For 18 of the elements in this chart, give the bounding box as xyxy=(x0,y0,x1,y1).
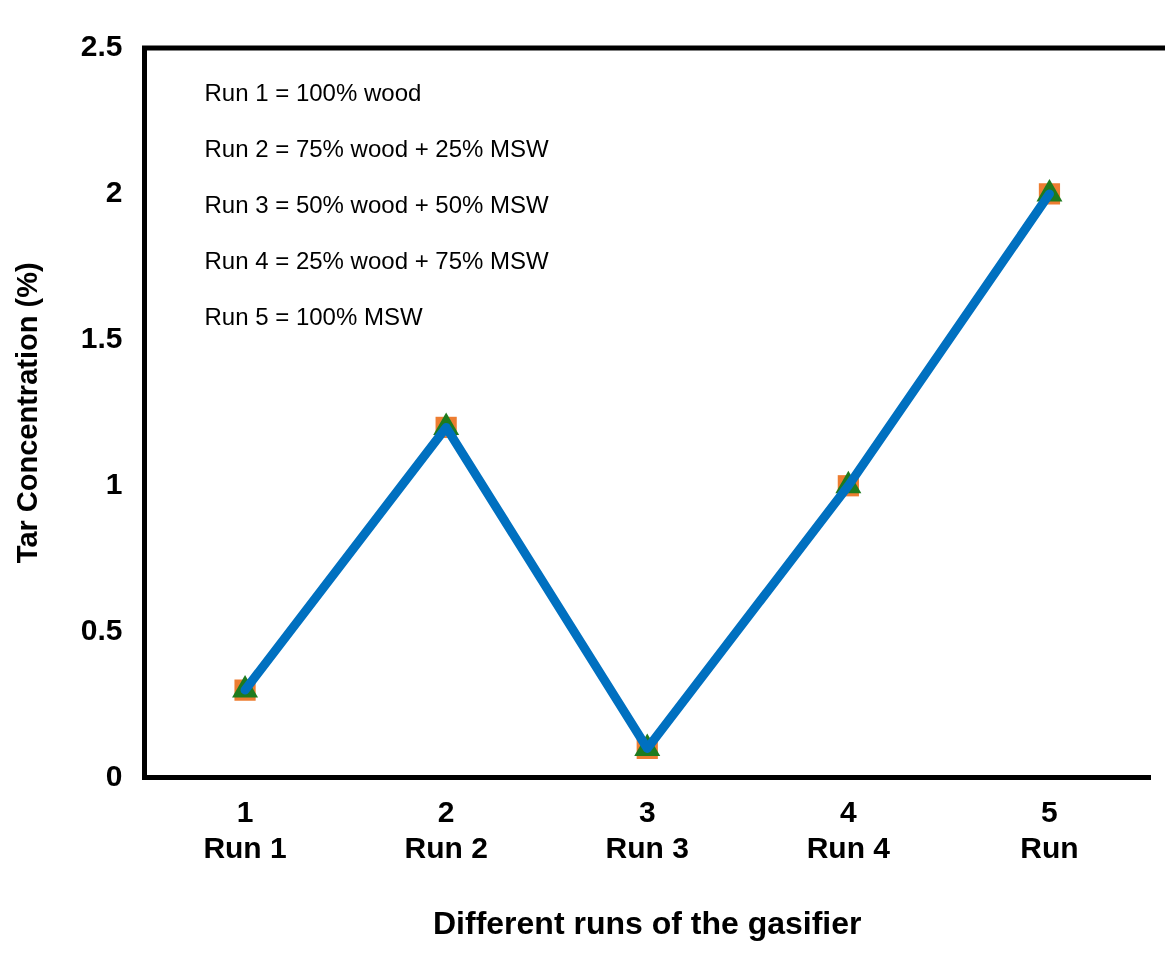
y-tick-label: 0 xyxy=(105,758,123,792)
x-tick-label: 1 Run 1 xyxy=(203,794,287,864)
y-axis-title: Tar Concentration (%) xyxy=(11,262,44,564)
y-tick-label: 2 xyxy=(105,175,123,209)
y-tick-label: 1.5 xyxy=(80,321,123,355)
annotation: Run 2 = 75% wood + 25% MSW xyxy=(204,134,550,162)
annotation: Run 1 = 100% wood xyxy=(204,78,422,106)
annotation: Run 5 = 100% MSW xyxy=(204,302,423,330)
x-tick-label: 5 Run xyxy=(1020,794,1079,864)
annotation: Run 3 = 50% wood + 50% MSW xyxy=(204,190,550,218)
x-axis-title: Different runs of the gasifier xyxy=(433,904,862,941)
y-tick-label: 0.5 xyxy=(80,612,123,646)
x-tick-label: 4 Run 4 xyxy=(806,794,891,864)
y-tick-label: 2.5 xyxy=(80,29,123,63)
x-tick-label: 3 Run 3 xyxy=(605,794,689,864)
x-tick-label: 2 Run 2 xyxy=(404,794,488,864)
annotation: Run 4 = 25% wood + 75% MSW xyxy=(204,246,550,274)
y-tick-label: 1 xyxy=(105,467,123,501)
